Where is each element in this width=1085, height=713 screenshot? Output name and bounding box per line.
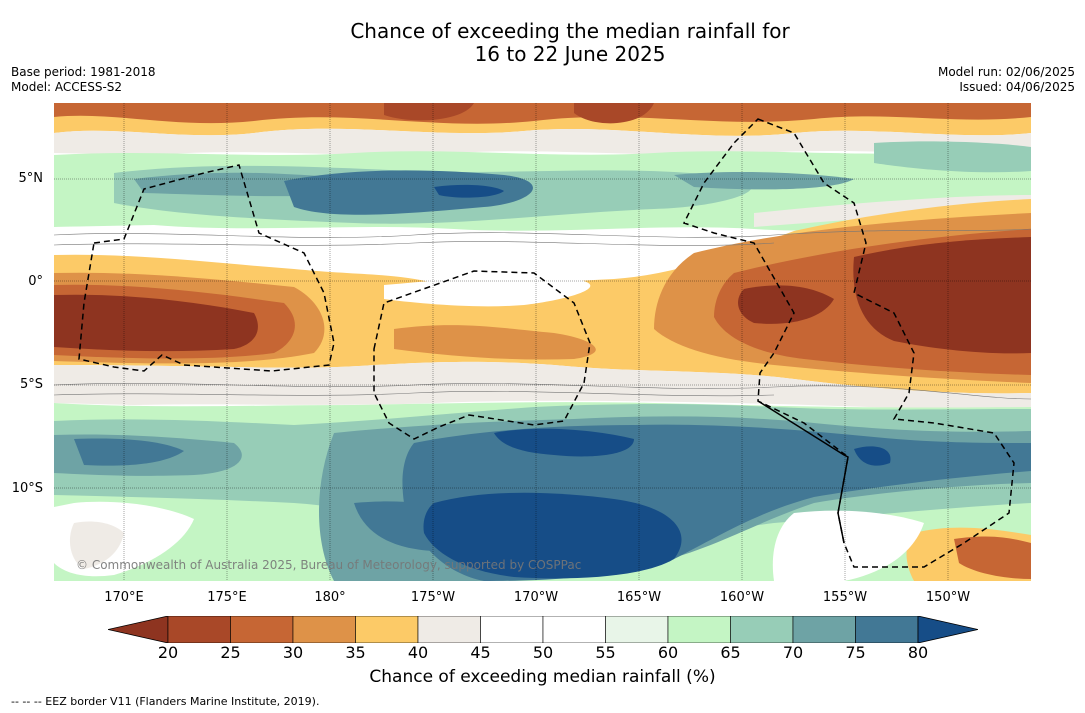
colorbar-segment [605,616,669,643]
colorbar-segment [480,616,544,643]
colorbar-segment [730,616,794,643]
title-line-2: 16 to 22 June 2025 [474,42,666,66]
colorbar-segment [792,616,856,643]
map-title: Chance of exceeding the median rainfall … [0,20,1085,66]
lon-label-150w: 150°W [925,590,971,605]
lon-label-180: 180° [314,590,346,605]
colorbar-tick-label: 80 [907,643,929,662]
lat-label-5s: 5°S [19,377,43,392]
lat-label-10s: 10°S [11,481,43,496]
model-run: Model run: 02/06/2025 [937,65,1075,79]
lon-label-160w: 160°W [719,590,765,605]
colorbar-tick-label: 35 [345,643,366,662]
lat-label-5n: 5°N [18,171,44,186]
rain-band-north-grey [54,128,1031,155]
colorbar-tick-label: 30 [282,643,304,662]
colorbar-tick-label: 65 [720,643,741,662]
eez-border-kiribati-line [682,118,1015,568]
colorbar-tick-label: 60 [657,643,679,662]
colorbar-segment [417,616,481,643]
equatorial-dry-darkest [54,294,258,352]
colorbar-segment [167,616,231,643]
lon-label-175e: 175°E [207,590,247,605]
lon-label-170e: 170°E [104,590,144,605]
rainfall-map [54,103,1031,581]
colorbar-tick-label: 55 [595,643,616,662]
colorbar-tick-label: 25 [220,643,241,662]
colorbar-segment [855,616,919,643]
lon-label-165w: 165°W [616,590,662,605]
eez-border-kiribati-gilbert [78,164,335,372]
colorbar-extend-low [108,616,169,643]
colorbar-segment [667,616,731,643]
colorbar-segment [292,616,356,643]
base-period: Base period: 1981-2018 [11,65,156,79]
eez-legend-note: -- -- -- EEZ border V11 (Flanders Marine… [11,695,320,708]
lon-label-155w: 155°W [822,590,868,605]
colorbar-tick-label: 45 [470,643,491,662]
rain-band-south-darkest [494,428,634,457]
graticule [54,103,1031,581]
colorbar-tick-label: 20 [157,643,179,662]
colorbar-tick-label: 70 [782,643,804,662]
colorbar-label: Chance of exceeding median rainfall (%) [369,667,716,687]
colorbar-tick-label: 40 [407,643,429,662]
eez-border-kiribati-phoenix [373,270,591,440]
rain-band-north-dry-core [54,103,1031,124]
colorbar-tick-label: 50 [532,643,554,662]
lon-label-170w: 170°W [513,590,559,605]
lon-label-175w: 175°W [410,590,456,605]
colorbar-segment [355,616,419,643]
colorbar-segment [230,616,294,643]
colorbar [108,616,978,643]
eez-border-line-south [757,400,849,544]
model-name: Model: ACCESS-S2 [11,80,123,94]
lat-label-0: 0° [28,274,43,289]
meta-left: Base period: 1981-2018 Model: ACCESS-S2 [11,65,156,95]
rain-band-north-wet-core [284,170,533,215]
copyright-notice: © Commonwealth of Australia 2025, Bureau… [76,558,582,572]
meta-right: Model run: 02/06/2025 Issued: 04/06/2025 [938,65,1075,95]
colorbar-extend-high [917,616,978,643]
colorbar-tick-label: 75 [845,643,866,662]
colorbar-segment [542,616,606,643]
issued-date: Issued: 04/06/2025 [959,80,1075,94]
title-line-1: Chance of exceeding the median rainfall … [350,19,790,43]
